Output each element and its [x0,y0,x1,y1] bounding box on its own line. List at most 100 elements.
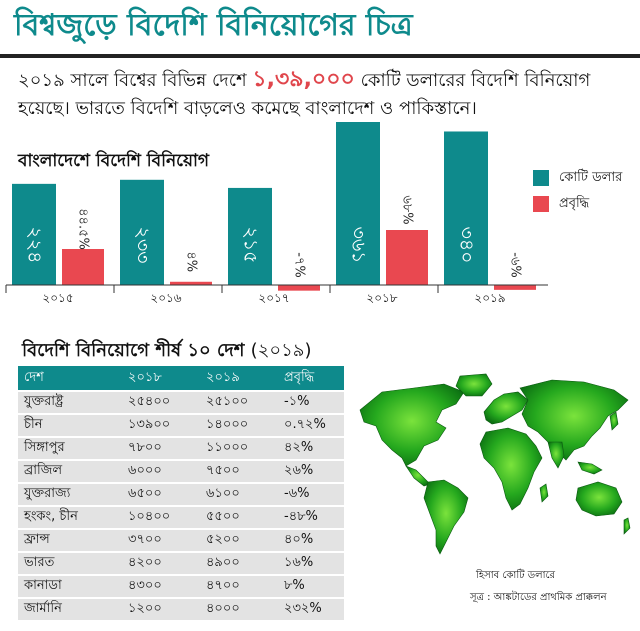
bar-label-amount-2019: ৩৪০ [456,226,478,263]
x-tick-label-2019: ২০১৯ [474,291,505,305]
intro-highlight-amount: ১,৩৯,০০০ [252,67,355,92]
table-cell: ০.৭২% [278,415,344,436]
table-row: জার্মানি ১২০০ ৪০০০ ২৩২% [18,599,344,620]
bar-growth-2019 [494,285,536,290]
column-header-2019: ২০১৯ [200,366,278,390]
table-row: সিঙ্গাপুর ৭৮০০ ১১০০০ ৪২% [18,438,344,459]
table-cell: ১৩৯০০ [122,415,200,436]
table-cell: ৪০% [278,530,344,551]
map-se-asia [577,461,603,475]
table-cell: ১৪০০০ [200,415,278,436]
intro-text: ২০১৯ সালে বিশ্বের বিভিন্ন দেশে ১,৩৯,০০০ … [18,66,624,123]
table-cell: ব্রাজিল [18,461,122,482]
bar-label-growth-2018: ৬৮% [400,195,415,224]
bar-growth-2016 [170,281,212,285]
table-cell: ৬১০০ [200,484,278,505]
table-cell: হংকং, চীন [18,507,122,528]
bar-label-growth-2016: ৪% [184,251,199,272]
table-row: ফ্রান্স ৩৭০০ ৫২০০ ৪০% [18,530,344,551]
top-countries-table: দেশ ২০১৮ ২০১৯ প্রবৃদ্ধি যুক্তরাষ্ট্র ২৫৪০… [18,364,344,622]
table-cell: ৪২০০ [122,553,200,574]
intro-text-start: ২০১৯ সালে বিশ্বের বিভিন্ন দেশে [18,70,253,91]
source-note: সূত্র : আঙ্কটাডের প্রাথমিক প্রাক্কলন [470,592,607,603]
table-header-row: দেশ ২০১৮ ২০১৯ প্রবৃদ্ধি [18,366,344,390]
bar-amount-2018 [336,122,380,285]
map-australia [575,481,623,517]
map-central-america [405,465,431,487]
table-row: ব্রাজিল ৬০০০ ৭৫০০ ২৬% [18,461,344,482]
table-cell: ভারত [18,553,122,574]
column-header-2018: ২০১৮ [122,366,200,390]
intro-text-end: কোটি ডলারের বিদেশি বিনিয়োগ হয়েছে। ভারত… [18,70,591,119]
bar-label-growth-2017: -৭% [292,252,307,278]
legend-label-amount: কোটি ডলার [559,169,623,185]
table-cell: ১১০০০ [200,438,278,459]
table-body: যুক্তরাষ্ট্র ২৫৪০০ ২৫১০০ -১% চীন ১৩৯০০ ১৪০০০ ০.… [18,392,344,620]
bar-label-amount-2017: ২১৫ [240,226,262,263]
table-cell: যুক্তরাষ্ট্র [18,392,122,413]
map-greenland [455,373,493,397]
table-cell: ২৩২% [278,599,344,620]
table-cell: জার্মানি [18,599,122,620]
legend-label-growth: প্রবৃদ্ধি [559,195,590,211]
table-cell: ৫৫০০ [200,507,278,528]
table-cell: -১% [278,392,344,413]
map-japan [609,411,619,431]
map-north-america [359,383,465,467]
map-africa [479,427,543,511]
table-cell: ২৬% [278,461,344,482]
legend-swatch-amount [533,170,549,186]
table-cell: ৭৮০০ [122,438,200,459]
bar-growth-2018 [386,230,428,285]
x-tick-label-2018: ২০১৮ [366,291,397,305]
bar-growth-2015 [62,249,104,285]
map-madagascar [539,483,549,503]
map-new-zealand [623,517,631,535]
table-cell: ফ্রান্স [18,530,122,551]
table-row: হংকং, চীন ১০৪০০ ৫৫০০ -৪৮% [18,507,344,528]
legend-item-amount: কোটি ডলার [533,165,622,191]
x-tick-label-2015: ২০১৫ [42,291,73,305]
table-cell: ৭৫০০ [200,461,278,482]
column-header-country: দেশ [18,366,122,390]
bar-chart: ২২৪ ৪৪.৫% ২০১৫ ২৩৩ ৪% ২০১৬ ২১৫ -৭%২০১৭ ৩৬১ ৬৮% ২০১… [5,122,548,305]
map-asia [519,379,629,461]
bar-label-amount-2015: ২২৪ [24,226,46,263]
table-cell: চীন [18,415,122,436]
chart-legend: কোটি ডলার প্রবৃদ্ধি [533,165,622,217]
world-map-icon [359,373,631,555]
map-india [547,441,565,469]
bar-label-growth-2015: ৪৪.৫% [76,208,91,250]
table-cell: কানাডা [18,576,122,597]
table-row: যুক্তরাষ্ট্র ২৫৪০০ ২৫১০০ -১% [18,392,344,413]
map-europe [483,391,529,425]
table-cell: -৬% [278,484,344,505]
table-cell: ৩৭০০ [122,530,200,551]
table-cell: ৮% [278,576,344,597]
title-divider [0,54,640,58]
legend-swatch-growth [533,196,549,212]
map-south-america [423,479,469,555]
table-cell: ৫২০০ [200,530,278,551]
table-title-year: (২০১৯) [250,340,312,361]
table-cell: ৬০০০ [122,461,200,482]
table-cell: ২৫১০০ [200,392,278,413]
bar-growth-2017 [278,285,320,291]
table-title-text: বিদেশি বিনিয়োগে শীর্ষ ১০ দেশ [22,340,245,361]
table-cell: ৬৫০০ [122,484,200,505]
chart-title: বাংলাদেশে বিদেশি বিনিয়োগ [18,151,210,171]
x-tick-label-2017: ২০১৭ [258,291,289,305]
bar-amount-2019 [444,131,488,285]
table-cell: সিঙ্গাপুর [18,438,122,459]
column-header-growth: প্রবৃদ্ধি [278,366,344,390]
bar-label-amount-2018: ৩৬১ [348,226,370,263]
legend-item-growth: প্রবৃদ্ধি [533,191,622,217]
bar-amount-2015 [12,183,56,285]
table-cell: ৪২% [278,438,344,459]
table-cell: যুক্তরাজ্য [18,484,122,505]
table-cell: ৪৯০০ [200,553,278,574]
page-title: বিশ্বজুড়ে বিদেশি বিনিয়োগের চিত্র [14,8,413,43]
table-cell: ১২০০ [122,599,200,620]
table-cell: ১০৪০০ [122,507,200,528]
bar-label-growth-2019: -৬% [508,252,523,278]
